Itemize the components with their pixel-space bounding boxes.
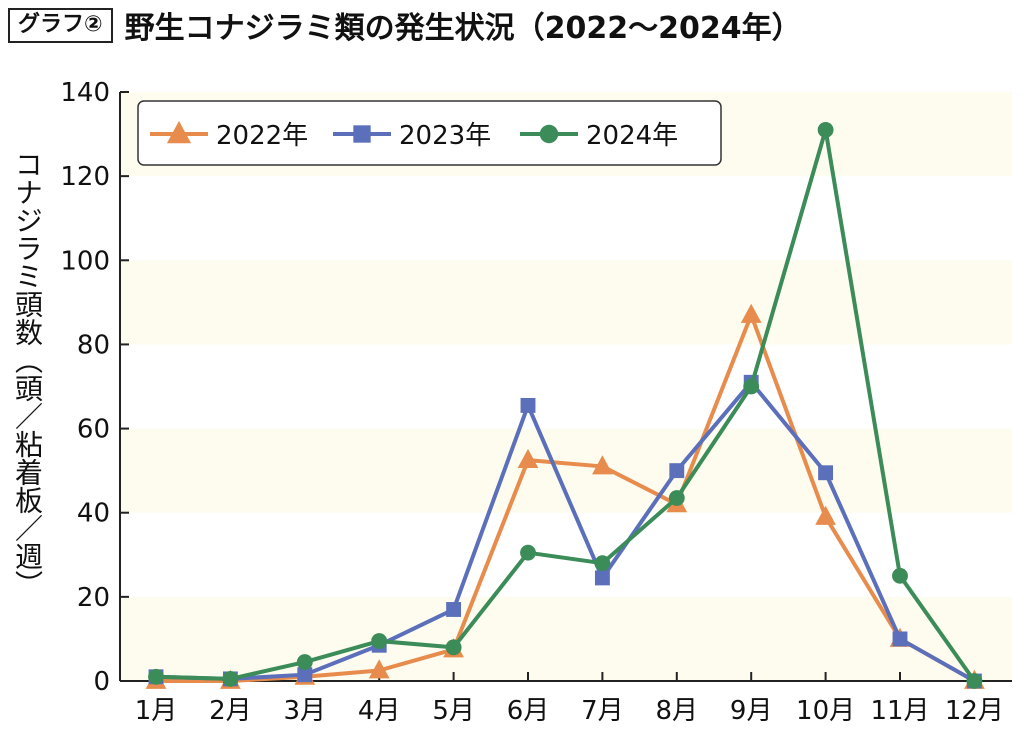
legend-label: 2024年	[586, 121, 678, 151]
data-point	[517, 448, 539, 469]
legend-box	[137, 100, 722, 166]
x-tick-label: 5月	[432, 696, 475, 726]
data-point	[740, 303, 762, 323]
data-point	[148, 668, 164, 685]
data-point	[297, 667, 313, 683]
data-point	[368, 659, 390, 679]
background-band	[120, 428, 1012, 513]
y-tick-label: 40	[77, 499, 110, 529]
y-tick-label: 80	[77, 330, 110, 360]
y-tick-label: 140	[60, 78, 110, 108]
x-tick-label: 12月	[945, 696, 1004, 726]
data-point	[296, 654, 313, 670]
x-tick-label: 7月	[581, 696, 624, 726]
data-point	[892, 631, 908, 647]
x-tick-label: 1月	[135, 696, 178, 726]
data-point	[446, 602, 462, 617]
x-tick-label: 6月	[507, 696, 550, 726]
data-point	[743, 378, 760, 395]
legend-marker	[539, 124, 559, 144]
graph-number-badge: グラフ②	[8, 7, 113, 43]
chart-header: グラフ② 野生コナジラミ類の発生状況（2022〜2024年）	[8, 4, 802, 46]
x-tick-label: 3月	[284, 696, 327, 726]
y-tick-label: 0	[93, 667, 110, 697]
data-point	[818, 465, 834, 481]
data-point	[222, 670, 239, 687]
x-tick-label: 9月	[730, 696, 773, 726]
series-line	[156, 312, 976, 683]
series-line	[155, 380, 976, 683]
data-point	[371, 633, 388, 649]
legend-label: 2022年	[216, 121, 308, 151]
background-band	[120, 260, 1012, 345]
x-tick-label: 2月	[209, 696, 252, 726]
x-tick-label: 11月	[870, 696, 929, 726]
data-point	[669, 463, 685, 479]
y-tick-label: 60	[77, 415, 110, 445]
data-point	[520, 544, 536, 561]
x-tick-label: 10月	[796, 696, 855, 726]
legend-marker	[166, 120, 192, 144]
y-tick-label: 100	[60, 246, 110, 276]
data-point	[966, 673, 983, 689]
x-tick-label: 8月	[656, 696, 699, 726]
data-point	[592, 455, 613, 475]
x-tick-label: 4月	[358, 696, 401, 726]
series-line	[155, 127, 977, 683]
y-tick-label: 120	[60, 162, 110, 192]
data-point	[815, 505, 836, 525]
data-point	[817, 121, 834, 138]
background-band	[120, 596, 1012, 681]
data-point	[594, 555, 611, 572]
y-tick-label: 20	[77, 583, 110, 613]
chart-title: 野生コナジラミ類の発生状況（2022〜2024年）	[124, 11, 802, 46]
data-point	[892, 567, 908, 584]
y-axis-label: コナジラミ頭数（頭／粘着板／週）	[11, 150, 44, 598]
legend-marker	[353, 125, 371, 143]
legend-label: 2023年	[399, 121, 491, 151]
data-point	[445, 639, 462, 656]
data-point	[594, 570, 610, 586]
data-point	[520, 397, 536, 413]
data-point	[668, 490, 685, 506]
